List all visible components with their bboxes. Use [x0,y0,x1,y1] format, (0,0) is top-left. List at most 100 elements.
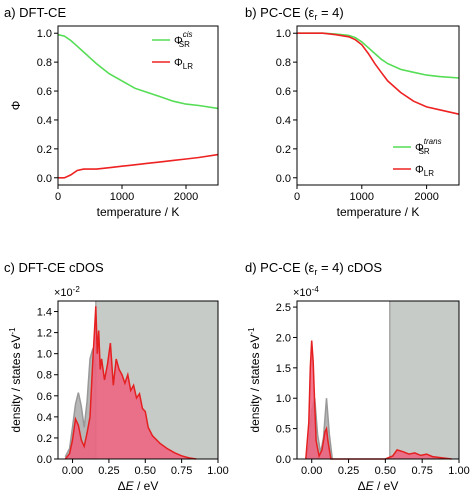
x-tick-label: 0 [294,191,300,203]
series-1-outline [64,348,97,458]
shaded-band-gap-region [389,301,459,459]
y-axis-label: density / states eV-1 [8,327,23,433]
plot-frame [57,25,219,186]
x-tick-label: 2000 [414,191,438,203]
y-tick-label: 0.4 [276,115,291,127]
panel-title: c) DFT-CE cDOS [4,260,104,275]
panel-title: b) PC-CE (εr = 4) [245,5,344,22]
x-tick-label: 0.50 [135,465,156,477]
legend-label-sup: trans [424,137,442,146]
panel-d: d) PC-CE (εr = 4) cDOS 0.00 0.25 0.50 0.75 1.… [245,260,470,493]
y-tick-label: 0.5 [276,424,291,436]
x-tick-label: 1000 [110,191,134,203]
y-multiplier-exp: -4 [312,285,320,294]
y-tick-label: 1.0 [276,28,291,40]
legend-label: Φtrans SR [415,137,442,156]
legend-label: ΦLR [174,57,193,71]
panel-title-main: d) PC-CE (ε [245,260,315,275]
x-tick-label: 1.00 [448,465,469,477]
legend-label-sup: cis [183,30,193,39]
x-axis-label-unit: / eV [134,479,159,493]
plot-frame [57,300,219,460]
legend-label-main: Φ [415,164,424,176]
legend-label-sub: LR [424,169,434,178]
x-tick-label: 0.75 [411,465,432,477]
panel-title-sub: r [314,12,317,22]
legend-label-main: Φ [174,35,183,47]
panel-b: b) PC-CE (εr = 4) 0 1000 2000 0.0 0.2 0.4 0.6 0.… [245,5,460,219]
y-tick-label: 0.2 [37,144,52,156]
legend-label-sub: SR [419,147,430,156]
y-tick-label: 0.4 [37,115,52,127]
y-tick-label: 0.0 [276,173,291,185]
panel-title-sub: r [314,267,317,277]
y-tick-label: 1.2 [37,328,52,340]
panel-title: d) PC-CE (εr = 4) cDOS [245,260,382,277]
y-multiplier: ×10-2 [54,285,80,299]
plot-frame [296,300,460,460]
x-tick-label: 0.25 [338,465,359,477]
plot-frame [296,25,460,186]
y-tick-label: 2.0 [276,332,291,344]
x-axis-label: temperature / K [337,205,420,219]
x-tick-label: 1.00 [207,465,228,477]
y-tick-label: 0.8 [37,370,52,382]
y-tick-label: 0.0 [37,454,52,466]
y-tick-label: 0.2 [37,433,52,445]
x-tick-label: 0.00 [62,465,83,477]
y-tick-label: 0.6 [276,86,291,98]
x-axis-label-delta: Δ [358,479,366,493]
y-tick-label: 0.6 [37,391,52,403]
panel-title-main: a) DFT-CE [4,5,66,20]
legend-label-main: Φ [174,57,183,69]
y-tick-label: 0.0 [37,173,52,185]
series-2-outline [64,306,197,460]
x-tick-label: 2000 [174,191,198,203]
x-tick-label: 0.25 [98,465,119,477]
y-tick-label: 0.0 [276,454,291,466]
series-1-line [57,33,219,110]
panel-c: c) DFT-CE cDOS 0.00 0.25 0.50 0.75 1.00 0.0 0.2… [4,260,229,493]
x-tick-label: 0.00 [301,465,322,477]
y-axis-label-main: density / states eV [248,335,262,433]
y-tick-label: 1.0 [276,393,291,405]
y-axis-label-sup: -1 [8,327,17,335]
y-axis-label-sup: -1 [247,327,256,335]
legend-label-sub: SR [179,40,190,49]
panel-a: a) DFT-CE 0 1000 2000 0.0 0.2 0.4 0.6 0.8 1.0 temp… [4,5,219,219]
series-2-outline [305,340,452,460]
y-tick-label: 1.5 [276,363,291,375]
x-tick-label: 0.50 [375,465,396,477]
panel-title: a) DFT-CE [4,5,66,20]
y-multiplier: ×10-4 [293,285,319,299]
y-multiplier-base: ×10 [54,287,73,299]
x-tick-label: 0.75 [171,465,192,477]
x-axis-label: ΔE / eV [358,479,399,493]
panel-title-tail: = 4) [317,5,343,20]
y-axis-label: density / states eV-1 [247,327,262,433]
y-axis-label-main: Φ [9,101,23,111]
y-multiplier-base: ×10 [293,287,312,299]
x-axis-label-unit: / eV [374,479,399,493]
panel-title-main: c) DFT-CE cDOS [4,260,104,275]
legend-label: Φcis SR [174,30,193,49]
x-axis-label-var: E [126,479,135,493]
x-axis-label: ΔE / eV [118,479,159,493]
x-axis-label: temperature / K [97,205,180,219]
legend-label-sub: LR [183,62,193,71]
x-tick-label: 1000 [350,191,374,203]
y-tick-label: 1.0 [37,28,52,40]
y-tick-label: 0.4 [37,412,52,424]
y-tick-label: 0.2 [276,144,291,156]
y-axis-label: Φ [9,101,23,111]
y-tick-label: 0.8 [276,57,291,69]
y-multiplier-exp: -2 [73,285,81,294]
series-2-line [297,32,460,115]
x-axis-label-delta: Δ [118,479,126,493]
legend-label: ΦLR [415,164,434,178]
y-tick-label: 2.5 [276,302,291,314]
panel-title-tail: = 4) cDOS [317,260,382,275]
x-tick-label: 0 [55,191,61,203]
y-tick-label: 1.4 [37,307,52,319]
